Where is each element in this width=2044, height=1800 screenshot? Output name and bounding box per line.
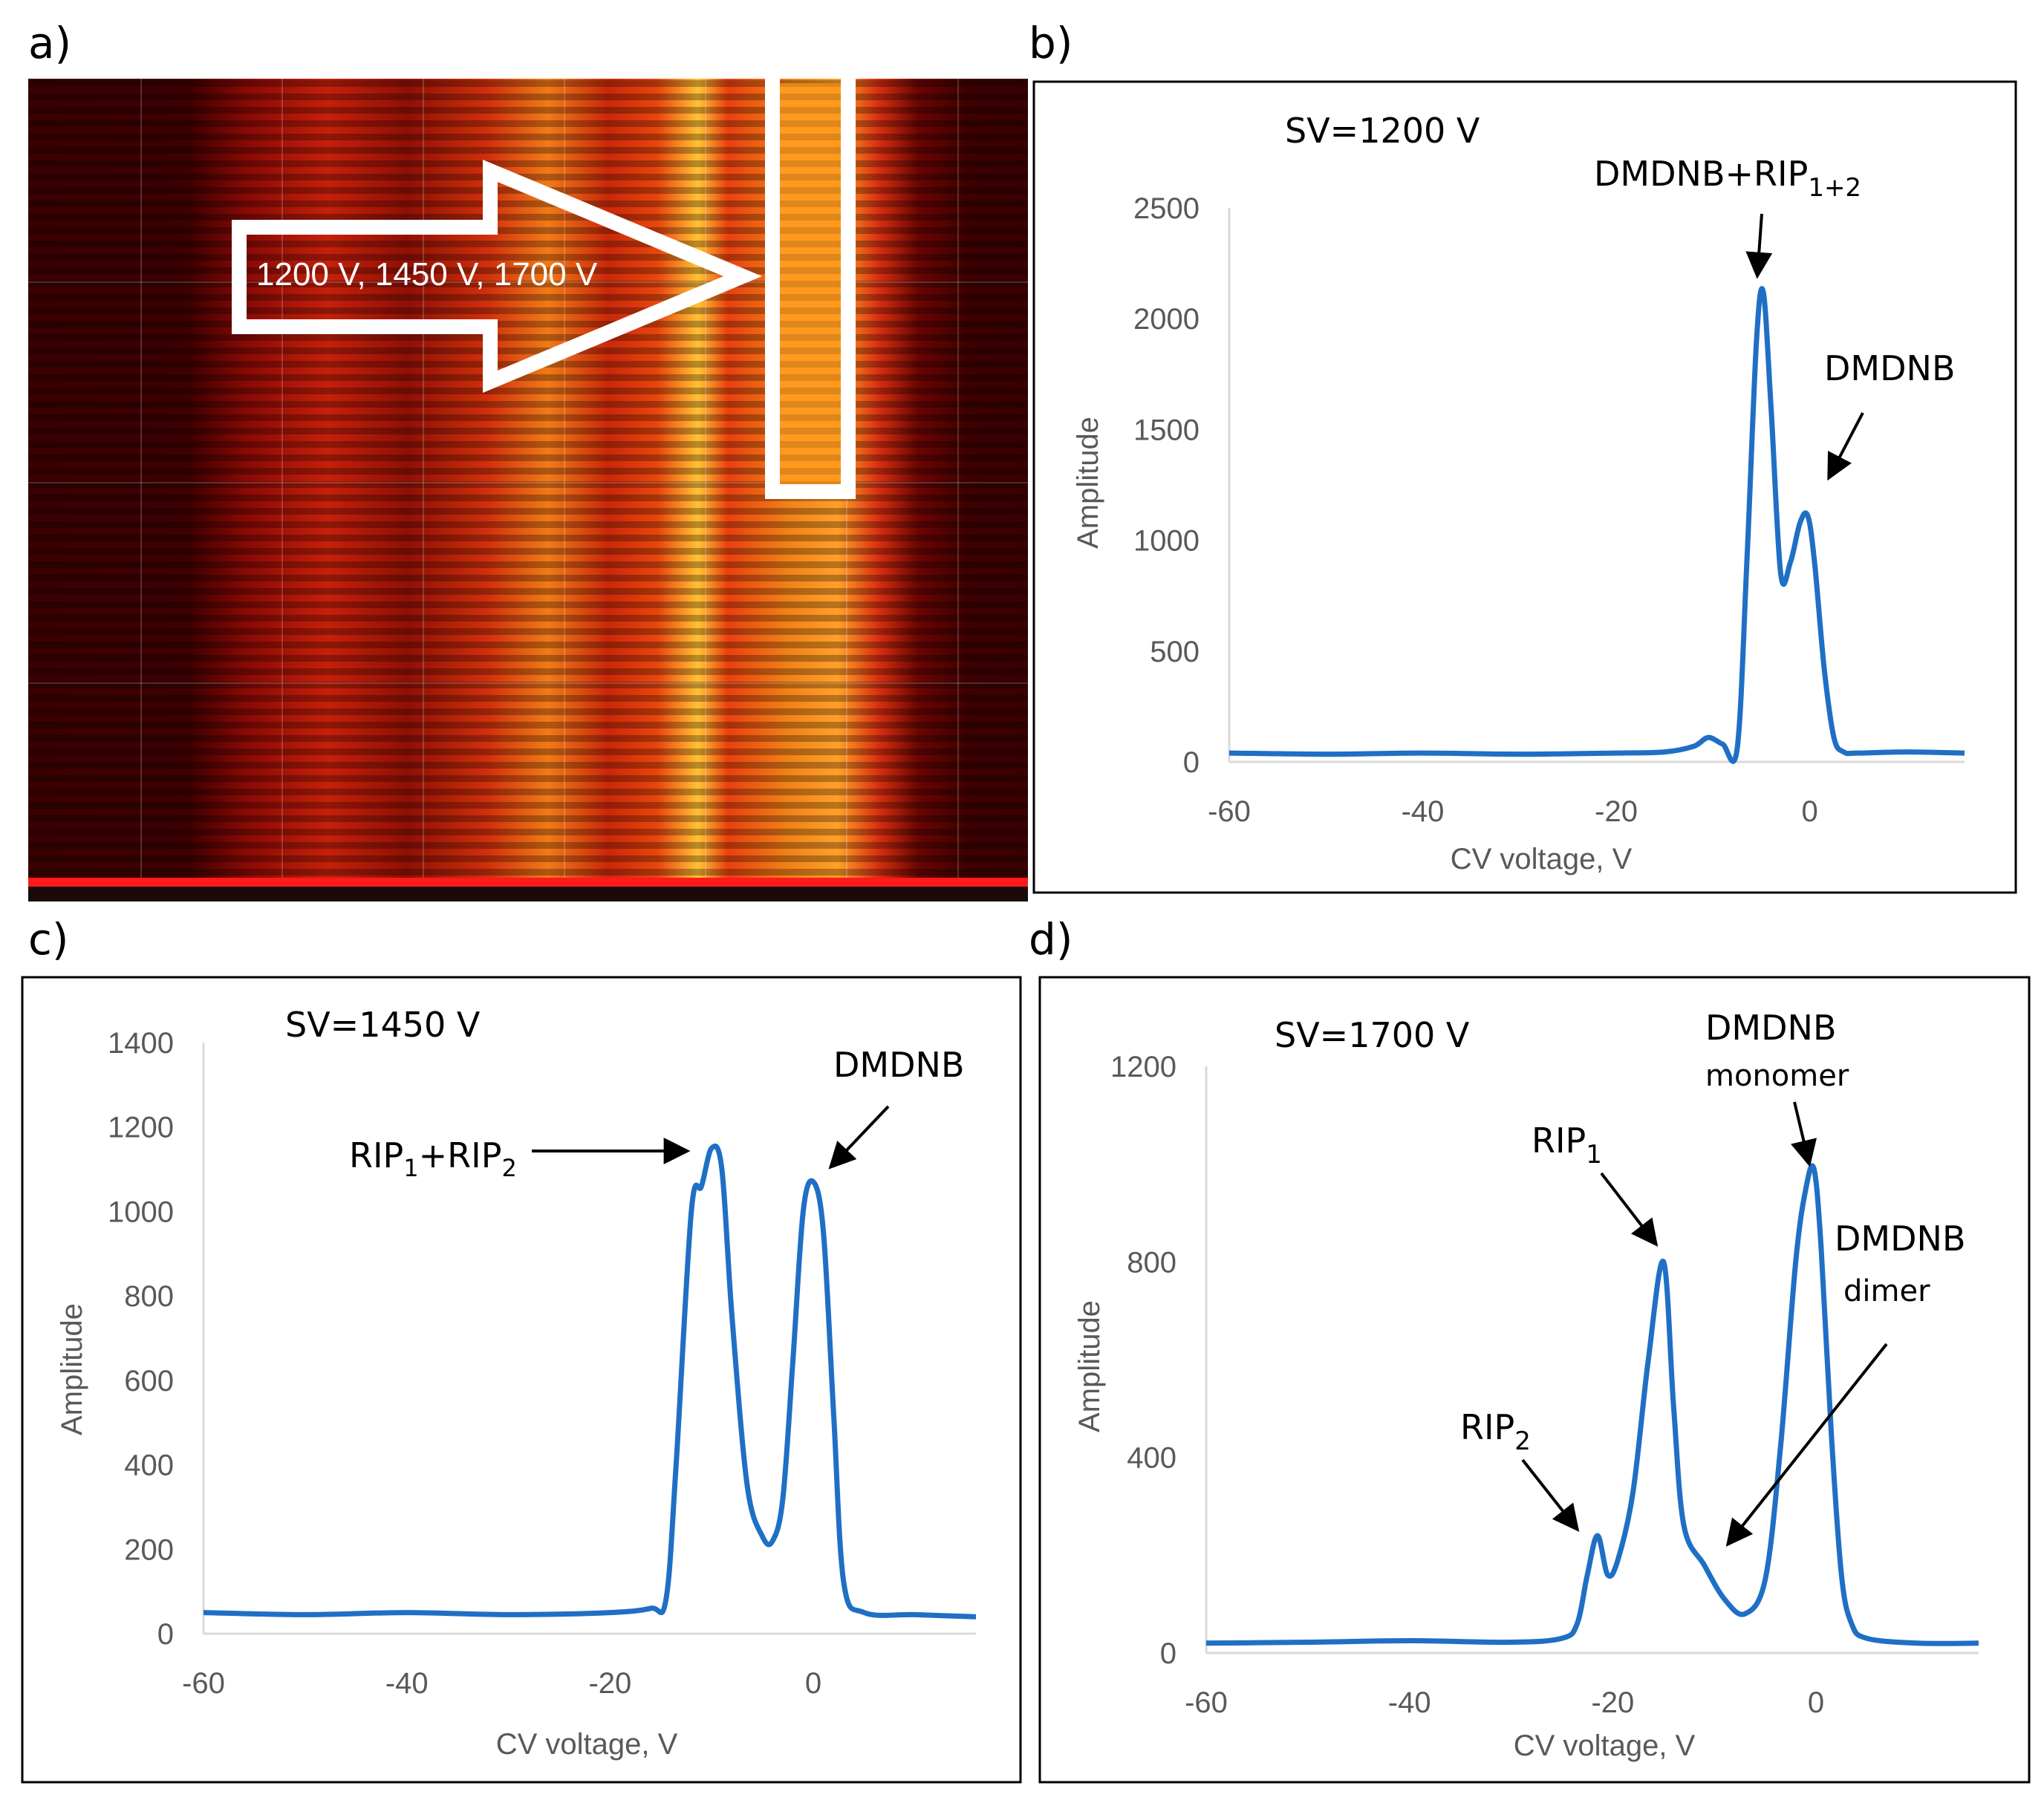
chart-d-arrow-monomer [1790, 1101, 1817, 1167]
chart-c-ylabel: Amplitude [56, 1303, 88, 1435]
chart-c-ytick: 1400 [108, 1027, 174, 1060]
arrow-label: 1200 V, 1450 V, 1700 V [256, 256, 598, 293]
chart-d-arrow-rip1 [1600, 1172, 1659, 1247]
chart-d-ytick: 800 [1127, 1246, 1176, 1279]
heatmap-stripes [28, 79, 1028, 884]
chart-b-ytick: 1000 [1133, 525, 1200, 558]
chart-c-ytick: 800 [124, 1280, 174, 1313]
chart-d-ylabel: Amplitude [1073, 1300, 1106, 1432]
heatmap-baseline [28, 878, 1028, 887]
panel-d-frame [1038, 976, 2031, 1784]
chart-b-arrow-1 [1745, 213, 1773, 279]
chart-b-arrow-2 [1827, 412, 1864, 481]
chart-b-xlabel: CV voltage, V [1451, 843, 1633, 875]
chart-c-xlabel: CV voltage, V [496, 1728, 678, 1761]
chart-c-ytick: 400 [124, 1450, 174, 1482]
chart-b-anno-1: DMDNB+RIP1+2 [1594, 154, 1861, 203]
highlight-box [765, 79, 856, 499]
chart-c-ytick: 200 [124, 1533, 174, 1566]
chart-b-anno-2: DMDNB [1824, 348, 1956, 388]
chart-b-series-line [1228, 286, 1965, 764]
panel-b-frame [1032, 80, 2017, 894]
chart-c: SV=1450 V 0 200 400 600 800 1000 1200 1400 -60 -4… [56, 1005, 977, 1761]
chart-c-xtick: -60 [182, 1667, 225, 1700]
chart-b-axes: 0 500 1000 1500 2000 2500 -60 -40 -20 0 [1133, 192, 1965, 828]
voltage-arrow [232, 159, 762, 394]
chart-c-ytick: 0 [157, 1618, 174, 1651]
chart-d-xtick: 0 [1808, 1686, 1824, 1719]
chart-d-xtick: -20 [1591, 1686, 1634, 1719]
chart-b-title: SV=1200 V [1285, 111, 1480, 151]
chart-d-arrow-dimer [1725, 1343, 1888, 1547]
chart-c-ytick: 1200 [108, 1112, 174, 1144]
chart-d-anno-rip1: RIP1 [1532, 1121, 1602, 1170]
heatmap-bottom-band [28, 887, 1028, 901]
chart-b-xtick: 0 [1801, 795, 1817, 828]
panel-label-a: a) [28, 18, 71, 68]
panel-c-frame [21, 976, 1022, 1784]
chart-c-anno-1: RIP1+RIP2 [349, 1135, 517, 1182]
chart-d-ytick: 400 [1127, 1442, 1176, 1475]
chart-d-anno-monomer-line2: monomer [1705, 1059, 1849, 1093]
chart-d-anno-dimer: DMDNB [1835, 1219, 1966, 1259]
chart-b-xtick: -20 [1595, 795, 1638, 828]
chart-c-ytick: 600 [124, 1365, 174, 1398]
chart-d: SV=1700 V 0 400 800 1200 -60 -40 -20 0 CV volta… [1073, 1008, 1979, 1762]
chart-d-arrow-rip2 [1521, 1458, 1580, 1532]
chart-d-ytick: 1200 [1110, 1051, 1176, 1083]
chart-c-ytick: 1000 [108, 1196, 174, 1228]
chart-c-xtick: -20 [588, 1667, 631, 1700]
chart-c-axes: 0 200 400 600 800 1000 1200 1400 -60 -40 -20 0 [108, 1027, 976, 1700]
chart-b-ytick: 0 [1183, 746, 1200, 779]
chart-b-ytick: 500 [1150, 636, 1200, 668]
chart-b-ytick: 2000 [1133, 303, 1200, 336]
chart-c-xtick: -40 [385, 1667, 429, 1700]
panel-label-c: c) [28, 914, 69, 965]
chart-d-title: SV=1700 V [1275, 1015, 1470, 1055]
chart-d-series-line [1205, 1163, 1979, 1646]
panel-label-b: b) [1029, 18, 1073, 68]
chart-d-ytick: 0 [1160, 1637, 1176, 1670]
chart-c-xtick: 0 [805, 1667, 821, 1700]
chart-b-ytick: 2500 [1133, 192, 1200, 225]
chart-b-xtick: -40 [1402, 795, 1445, 828]
chart-d-xtick: -40 [1388, 1686, 1431, 1719]
chart-c-title: SV=1450 V [285, 1005, 481, 1045]
chart-c-anno-2: DMDNB [833, 1045, 965, 1085]
chart-d-axes: 0 400 800 1200 -60 -40 -20 0 [1110, 1051, 1979, 1719]
chart-d-xlabel: CV voltage, V [1514, 1729, 1696, 1762]
heatmap-panel: 1200 V, 1450 V, 1700 V [28, 79, 1028, 901]
chart-d-anno-rip2: RIP2 [1460, 1407, 1531, 1456]
chart-d-anno-dimer-line2: dimer [1843, 1274, 1930, 1308]
panel-label-d: d) [1029, 914, 1073, 965]
chart-d-xtick: -60 [1185, 1686, 1228, 1719]
chart-c-arrow-2 [828, 1105, 890, 1170]
chart-b-ytick: 1500 [1133, 414, 1200, 446]
chart-d-anno-monomer: DMDNB [1705, 1008, 1837, 1048]
chart-b-xtick: -60 [1208, 795, 1251, 828]
chart-c-series-line [203, 1143, 977, 1620]
chart-b-ylabel: Amplitude [1072, 417, 1104, 549]
